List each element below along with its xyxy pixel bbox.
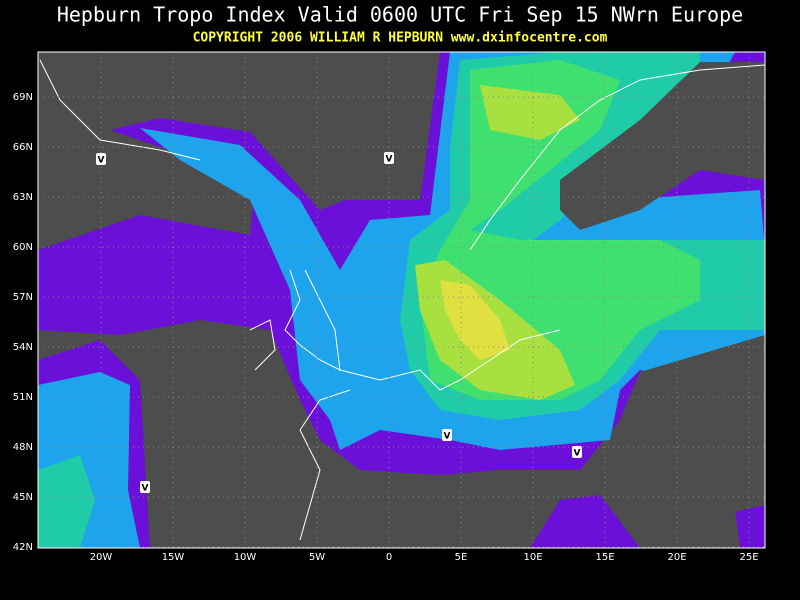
latitude-label: 42N <box>13 542 33 553</box>
latitude-label: 54N <box>13 342 33 353</box>
index-level-6 <box>440 280 510 360</box>
latitude-label: 60N <box>13 242 33 253</box>
coastline <box>39 59 765 541</box>
map-frame <box>37 51 766 549</box>
marker-box <box>140 481 150 493</box>
longitude-label: 20W <box>90 552 113 563</box>
latitude-label: 48N <box>13 442 33 453</box>
subtitle: COPYRIGHT 2006 WILLIAM R HEPBURN www.dxi… <box>193 31 608 46</box>
map-area: V V V V V <box>38 52 765 548</box>
marker-box <box>572 446 582 458</box>
longitude-label: 0 <box>386 552 392 563</box>
axis-labels: 69N 66N 63N 60N 57N 54N 51N 48N 45N 42N 20W 15W 10W 5… <box>13 92 759 563</box>
latitude-label: 66N <box>13 142 33 153</box>
marker-label: V <box>386 155 393 165</box>
latitude-label: 63N <box>13 192 33 203</box>
longitude-label: 20E <box>667 552 686 563</box>
longitude-label: 5E <box>455 552 468 563</box>
longitude-label: 15W <box>162 552 185 563</box>
longitude-label: 10E <box>523 552 542 563</box>
marker-label: V <box>98 156 105 166</box>
longitude-label: 15E <box>595 552 614 563</box>
latitude-label: 57N <box>13 292 33 303</box>
latitude-label: 51N <box>13 392 33 403</box>
marker-label: V <box>574 449 581 459</box>
low-index-area <box>560 62 765 520</box>
graticule <box>38 52 765 548</box>
longitude-label: 25E <box>739 552 758 563</box>
marker-label: V <box>142 484 149 494</box>
marker-box <box>96 153 106 165</box>
marker-label: V <box>444 432 451 442</box>
markers: V V V V V <box>96 152 582 494</box>
marker-box <box>384 152 394 164</box>
latitude-label: 45N <box>13 492 33 503</box>
longitude-label: 5W <box>309 552 325 563</box>
latitude-label: 69N <box>13 92 33 103</box>
marker-box <box>442 429 452 441</box>
title: Hepburn Tropo Index Valid 0600 UTC Fri S… <box>57 3 743 27</box>
longitude-label: 10W <box>234 552 257 563</box>
